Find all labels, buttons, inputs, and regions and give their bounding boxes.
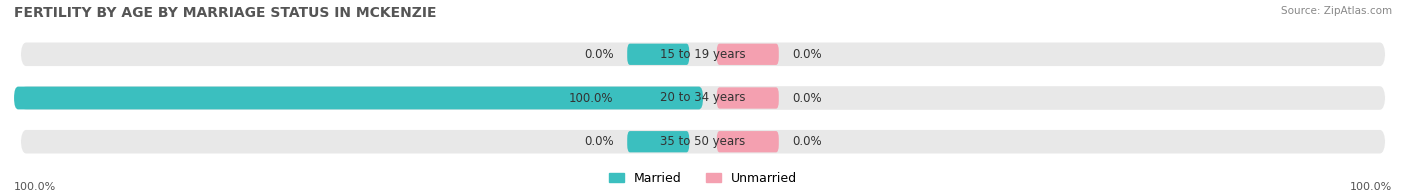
FancyBboxPatch shape: [627, 131, 689, 152]
Text: 0.0%: 0.0%: [793, 92, 823, 104]
Text: 20 to 34 years: 20 to 34 years: [661, 92, 745, 104]
Text: 0.0%: 0.0%: [793, 48, 823, 61]
FancyBboxPatch shape: [14, 87, 703, 109]
Text: 100.0%: 100.0%: [1350, 182, 1392, 192]
Text: FERTILITY BY AGE BY MARRIAGE STATUS IN MCKENZIE: FERTILITY BY AGE BY MARRIAGE STATUS IN M…: [14, 6, 436, 20]
Text: 35 to 50 years: 35 to 50 years: [661, 135, 745, 148]
Text: 0.0%: 0.0%: [793, 135, 823, 148]
Text: 0.0%: 0.0%: [583, 48, 613, 61]
FancyBboxPatch shape: [21, 86, 1385, 110]
Text: 0.0%: 0.0%: [583, 135, 613, 148]
FancyBboxPatch shape: [21, 130, 1385, 153]
Text: 100.0%: 100.0%: [14, 182, 56, 192]
Text: 15 to 19 years: 15 to 19 years: [661, 48, 745, 61]
FancyBboxPatch shape: [717, 44, 779, 65]
FancyBboxPatch shape: [21, 43, 1385, 66]
FancyBboxPatch shape: [717, 87, 779, 109]
Text: 100.0%: 100.0%: [569, 92, 613, 104]
FancyBboxPatch shape: [627, 44, 689, 65]
Legend: Married, Unmarried: Married, Unmarried: [603, 167, 803, 190]
Text: Source: ZipAtlas.com: Source: ZipAtlas.com: [1281, 6, 1392, 16]
FancyBboxPatch shape: [627, 87, 689, 109]
FancyBboxPatch shape: [717, 131, 779, 152]
